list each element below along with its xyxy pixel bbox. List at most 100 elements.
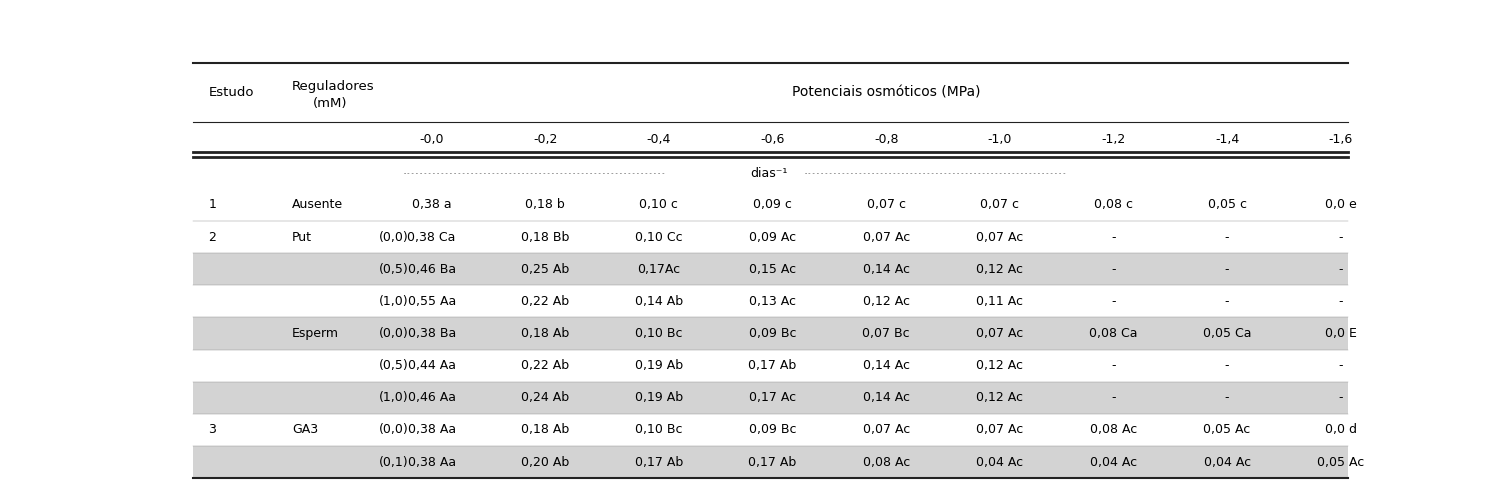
Text: (0,5): (0,5) — [380, 263, 410, 276]
Text: 0,0 d: 0,0 d — [1324, 423, 1356, 436]
Text: 0,10 c: 0,10 c — [639, 198, 678, 211]
Text: -: - — [1112, 391, 1116, 404]
Text: (0,0): (0,0) — [380, 230, 410, 243]
Text: dias⁻¹: dias⁻¹ — [750, 167, 788, 180]
Text: 0,05 Ac: 0,05 Ac — [1203, 423, 1251, 436]
Text: -0,4: -0,4 — [646, 133, 670, 146]
Text: -1,6: -1,6 — [1329, 133, 1353, 146]
Text: 0,15 Ac: 0,15 Ac — [748, 263, 796, 276]
Bar — [194, 349, 1347, 382]
Text: -: - — [1338, 391, 1342, 404]
Text: -: - — [1338, 230, 1342, 243]
Text: 0,17 Ab: 0,17 Ab — [748, 359, 796, 372]
Text: 0,20 Ab: 0,20 Ab — [520, 456, 570, 468]
Text: -1,0: -1,0 — [987, 133, 1012, 146]
Text: 0,38 Aa: 0,38 Aa — [408, 456, 456, 468]
Text: -: - — [1226, 295, 1230, 308]
Text: 0,07 Ac: 0,07 Ac — [862, 230, 910, 243]
Text: 0,25 Ab: 0,25 Ab — [520, 263, 570, 276]
Text: 0,17 Ac: 0,17 Ac — [748, 391, 796, 404]
Text: 0,07 Ac: 0,07 Ac — [976, 230, 1023, 243]
Text: 0,17 Ab: 0,17 Ab — [634, 456, 682, 468]
Text: (0,0): (0,0) — [380, 327, 410, 340]
Bar — [194, 285, 1347, 317]
Text: 0,46 Aa: 0,46 Aa — [408, 391, 456, 404]
Text: Put: Put — [292, 230, 312, 243]
Text: 0,10 Cc: 0,10 Cc — [634, 230, 682, 243]
Text: 0,38 a: 0,38 a — [413, 198, 452, 211]
Text: 0,10 Bc: 0,10 Bc — [634, 423, 682, 436]
Text: 0,17Ac: 0,17Ac — [638, 263, 681, 276]
Text: 0,04 Ac: 0,04 Ac — [1090, 456, 1137, 468]
Text: 0,0 E: 0,0 E — [1324, 327, 1356, 340]
Text: 0,11 Ac: 0,11 Ac — [976, 295, 1023, 308]
Text: -: - — [1338, 295, 1342, 308]
Text: 0,19 Ab: 0,19 Ab — [634, 391, 682, 404]
Text: -: - — [1338, 263, 1342, 276]
Text: -0,8: -0,8 — [874, 133, 898, 146]
Text: 0,19 Ab: 0,19 Ab — [634, 359, 682, 372]
Text: (0,0): (0,0) — [380, 423, 410, 436]
Text: 2: 2 — [209, 230, 216, 243]
Text: (0,1): (0,1) — [380, 456, 410, 468]
Text: 3: 3 — [209, 423, 216, 436]
Text: 0,07 Ac: 0,07 Ac — [976, 423, 1023, 436]
Bar — [194, 414, 1347, 446]
Text: 0,14 Ac: 0,14 Ac — [862, 359, 909, 372]
Text: 0,07 c: 0,07 c — [867, 198, 906, 211]
Text: 0,14 Ac: 0,14 Ac — [862, 391, 909, 404]
Text: 0,38 Aa: 0,38 Aa — [408, 423, 456, 436]
Text: 0,22 Ab: 0,22 Ab — [520, 359, 570, 372]
Text: 0,38 Ba: 0,38 Ba — [408, 327, 456, 340]
Text: 0,17 Ab: 0,17 Ab — [748, 456, 796, 468]
Text: 0,24 Ab: 0,24 Ab — [520, 391, 570, 404]
Text: 0,05 Ac: 0,05 Ac — [1317, 456, 1365, 468]
Text: --------------------------------------------------------------: ----------------------------------------… — [402, 170, 666, 176]
Text: 0,13 Ac: 0,13 Ac — [748, 295, 796, 308]
Text: 0,04 Ac: 0,04 Ac — [976, 456, 1023, 468]
Text: Reguladores: Reguladores — [292, 80, 375, 93]
Text: -: - — [1226, 263, 1230, 276]
Bar — [194, 317, 1347, 349]
Text: 0,38 Ca: 0,38 Ca — [408, 230, 456, 243]
Bar — [194, 253, 1347, 285]
Text: (1,0): (1,0) — [380, 391, 410, 404]
Text: 0,18 Bb: 0,18 Bb — [520, 230, 570, 243]
Text: -0,6: -0,6 — [760, 133, 784, 146]
Text: 0,08 Ac: 0,08 Ac — [862, 456, 910, 468]
Text: -: - — [1226, 391, 1230, 404]
Text: 0,04 Ac: 0,04 Ac — [1203, 456, 1251, 468]
Text: Ausente: Ausente — [292, 198, 344, 211]
Bar — [194, 189, 1347, 221]
Text: Esperm: Esperm — [292, 327, 339, 340]
Bar — [194, 446, 1347, 478]
Text: -1,2: -1,2 — [1101, 133, 1125, 146]
Text: -: - — [1112, 359, 1116, 372]
Text: (1,0): (1,0) — [380, 295, 410, 308]
Text: 0,55 Aa: 0,55 Aa — [408, 295, 456, 308]
Text: 0,14 Ac: 0,14 Ac — [862, 263, 909, 276]
Text: 0,12 Ac: 0,12 Ac — [976, 263, 1023, 276]
Text: 0,09 Bc: 0,09 Bc — [748, 423, 796, 436]
Bar — [194, 382, 1347, 414]
Text: Estudo: Estudo — [209, 86, 254, 99]
Text: (mM): (mM) — [314, 97, 348, 110]
Text: 0,08 Ca: 0,08 Ca — [1089, 327, 1137, 340]
Text: Potenciais osmóticos (MPa): Potenciais osmóticos (MPa) — [792, 86, 981, 100]
Text: 0,07 Ac: 0,07 Ac — [976, 327, 1023, 340]
Text: 0,08 c: 0,08 c — [1094, 198, 1132, 211]
Text: GA3: GA3 — [292, 423, 318, 436]
Bar — [194, 221, 1347, 253]
Text: 0,0 e: 0,0 e — [1324, 198, 1356, 211]
Text: 1: 1 — [209, 198, 216, 211]
Text: -: - — [1112, 230, 1116, 243]
Text: -: - — [1112, 263, 1116, 276]
Text: -1,4: -1,4 — [1215, 133, 1239, 146]
Text: 0,05 Ca: 0,05 Ca — [1203, 327, 1251, 340]
Text: 0,12 Ac: 0,12 Ac — [862, 295, 909, 308]
Text: -: - — [1112, 295, 1116, 308]
Text: (0,5): (0,5) — [380, 359, 410, 372]
Text: 0,05 c: 0,05 c — [1208, 198, 1246, 211]
Text: 0,09 Bc: 0,09 Bc — [748, 327, 796, 340]
Text: -: - — [1338, 359, 1342, 372]
